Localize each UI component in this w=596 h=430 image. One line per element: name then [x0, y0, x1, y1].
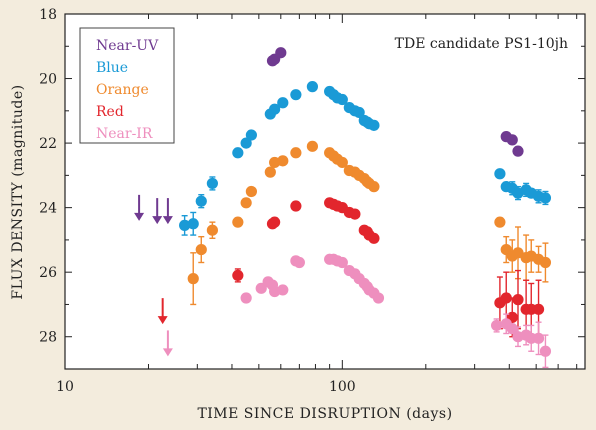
data-point	[306, 81, 318, 93]
data-point	[353, 106, 365, 119]
series-blue	[179, 81, 552, 236]
data-point	[277, 97, 289, 109]
data-point	[264, 166, 276, 178]
legend-blue: Blue	[96, 60, 128, 76]
data-point	[195, 243, 207, 256]
data-point	[187, 273, 199, 285]
data-point	[491, 319, 503, 332]
series-red	[157, 197, 545, 340]
legend-near-ir: Near-IR	[96, 126, 153, 142]
data-point	[512, 294, 524, 306]
axis-ticks: 18 20 22 24 26 28 10 100	[39, 7, 585, 395]
data-point	[187, 218, 199, 230]
data-point	[506, 323, 518, 335]
legend-red: Red	[96, 104, 124, 120]
data-point	[532, 303, 545, 315]
data-point	[532, 332, 545, 344]
data-point	[232, 269, 244, 282]
data-marks	[134, 47, 552, 369]
y-tick-label: 24	[39, 201, 57, 217]
data-point	[506, 134, 518, 146]
data-point	[245, 185, 257, 198]
data-point	[494, 168, 506, 180]
data-point	[240, 137, 252, 149]
data-point	[349, 208, 361, 220]
y-tick-label: 26	[39, 265, 57, 281]
data-point	[539, 192, 552, 204]
series-near-ir	[162, 253, 552, 369]
data-point	[368, 119, 380, 131]
y-tick-label: 28	[39, 330, 57, 346]
data-point	[195, 195, 207, 207]
y-tick-label: 20	[39, 72, 57, 88]
chart-title: TDE candidate PS1-10jh	[395, 36, 568, 52]
data-point	[206, 177, 218, 190]
data-point	[494, 216, 506, 228]
y-tick-label: 18	[39, 7, 57, 23]
upper-limit-arrowhead	[152, 216, 163, 225]
upper-limit-arrowhead	[134, 212, 145, 221]
x-tick-label: 100	[329, 379, 356, 395]
data-point	[232, 216, 244, 228]
data-point	[336, 156, 348, 169]
data-point	[368, 181, 380, 193]
data-point	[512, 145, 524, 157]
x-tick-label: 10	[56, 379, 74, 395]
data-point	[277, 155, 289, 167]
y-tick-label: 22	[39, 136, 57, 152]
x-axis-title: TIME SINCE DISRUPTION (days)	[197, 406, 452, 422]
data-point	[290, 147, 302, 159]
data-point	[240, 197, 252, 209]
data-point	[277, 284, 289, 296]
data-point	[245, 129, 257, 141]
data-point	[232, 147, 244, 159]
data-point	[206, 224, 218, 236]
data-point	[372, 292, 385, 304]
data-point	[275, 47, 287, 59]
legend-orange: Orange	[96, 82, 149, 98]
data-point	[539, 345, 552, 357]
data-point	[269, 216, 281, 228]
data-point	[290, 200, 302, 212]
series-orange	[187, 140, 552, 306]
data-point	[336, 256, 348, 269]
data-point	[368, 232, 380, 244]
upper-limit-arrowhead	[162, 216, 173, 225]
data-point	[306, 140, 318, 152]
legend-box	[79, 27, 175, 144]
series-near-uv	[134, 47, 524, 225]
upper-limit-arrowhead	[157, 316, 168, 325]
data-point	[290, 89, 302, 101]
data-point	[240, 292, 252, 304]
data-point	[269, 103, 281, 115]
data-point	[500, 292, 512, 304]
data-point	[179, 219, 191, 231]
data-point	[336, 93, 348, 106]
legend-near-uv: Near-UV	[96, 38, 159, 54]
data-point	[539, 256, 552, 269]
data-point	[512, 247, 524, 259]
upper-limit-arrowhead	[162, 348, 173, 357]
data-point	[293, 256, 305, 269]
legend: Near-UV Blue Orange Red Near-IR	[79, 27, 175, 144]
y-axis-title: FLUX DENSITY (magnitude)	[10, 84, 26, 299]
